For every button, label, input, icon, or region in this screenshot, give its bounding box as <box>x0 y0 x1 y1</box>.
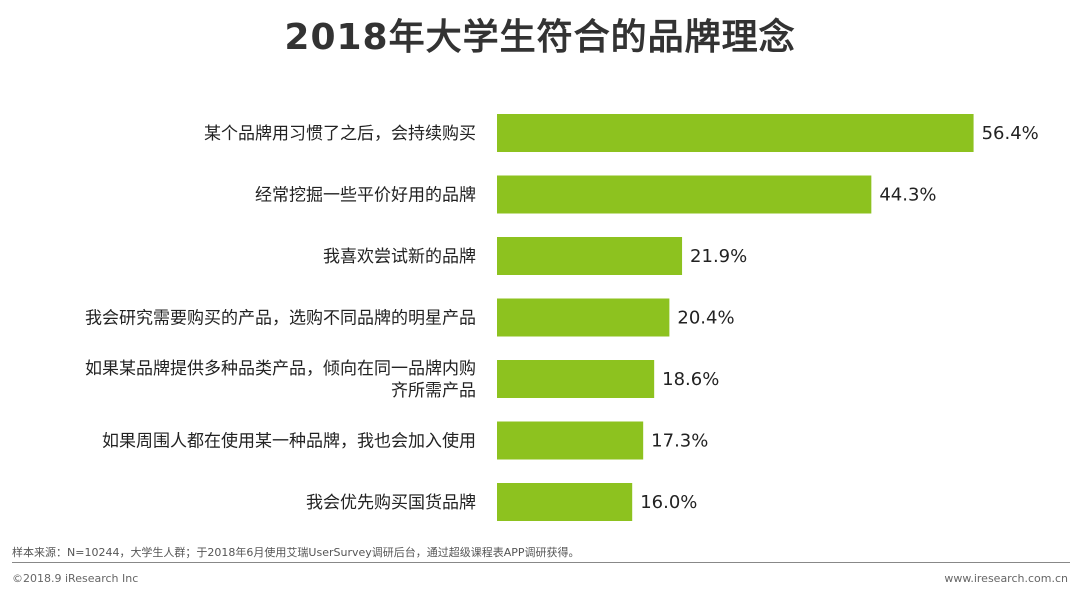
website-link[interactable]: www.iresearch.com.cn <box>944 572 1068 585</box>
category-label: 齐所需产品 <box>391 381 476 401</box>
category-label: 我喜欢尝试新的品牌 <box>323 247 476 267</box>
bar-value-label: 16.0% <box>640 492 697 513</box>
bar-value-label: 17.3% <box>651 431 708 452</box>
category-label: 某个品牌用习惯了之后，会持续购买 <box>204 124 476 144</box>
category-label: 我会研究需要购买的产品，选购不同品牌的明星产品 <box>85 309 476 329</box>
category-label: 经常挖掘一些平价好用的品牌 <box>255 186 476 206</box>
bar <box>497 483 633 521</box>
footer-divider <box>12 562 1070 563</box>
category-label: 如果周围人都在使用某一种品牌，我也会加入使用 <box>102 431 476 452</box>
bar <box>497 360 655 398</box>
bar-value-label: 44.3% <box>879 185 936 206</box>
bar <box>497 298 670 337</box>
bar-value-label: 18.6% <box>662 369 719 390</box>
bar-value-label: 20.4% <box>677 308 734 329</box>
source-note: 样本来源：N=10244，大学生人群；于2018年6月使用艾瑞UserSurve… <box>12 546 580 559</box>
bar <box>497 237 683 275</box>
bar-chart: 56.4% 某个品牌用习惯了之后，会持续购买 44.3% 经常挖掘一些平价好用的品牌 2… <box>85 114 1039 521</box>
bar <box>497 114 974 152</box>
bar <box>497 175 872 214</box>
bar-value-label: 21.9% <box>690 246 747 267</box>
category-label: 如果某品牌提供多种品类产品，倾向在同一品牌内购 <box>85 359 476 379</box>
chart-title: 2018年大学生符合的品牌理念 <box>284 17 796 58</box>
bar <box>497 421 644 460</box>
bar-value-label: 56.4% <box>982 123 1039 144</box>
category-label: 我会优先购买国货品牌 <box>306 493 476 513</box>
copyright-text: ©2018.9 iResearch Inc <box>12 572 139 585</box>
